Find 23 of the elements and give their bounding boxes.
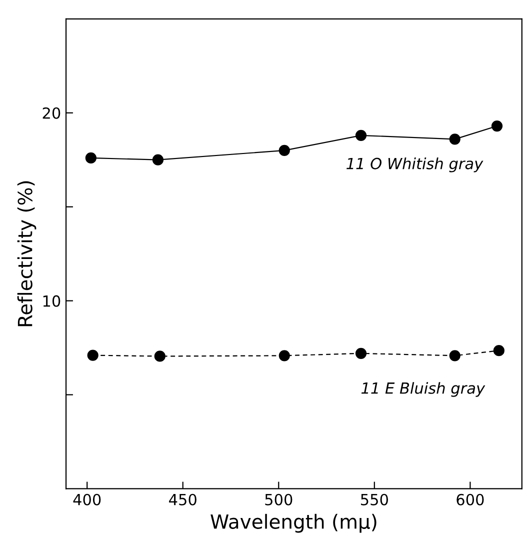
series-label: 11 O Whitish gray [346,158,484,172]
point [491,120,503,132]
x-axis-title: Wavelength (mμ) [210,514,376,533]
x-tick-label: 400 [73,494,101,506]
point [493,345,504,356]
y-tick-label: 20 [42,107,60,119]
point [278,144,290,156]
x-tick-label: 600 [456,494,484,506]
point [154,350,166,362]
point [449,134,460,145]
point [355,130,367,141]
series-label: 11 E Bluish gray [361,382,486,397]
point [152,154,164,166]
point [85,152,96,164]
y-axis-title: Reflectivity (%) [17,181,36,326]
point [355,348,367,359]
x-tick-label: 550 [361,494,388,506]
point [449,350,460,362]
x-tick-label: 500 [265,494,292,506]
point [278,350,290,362]
point [87,350,98,361]
x-tick-label: 450 [169,494,196,506]
y-tick-label: 10 [43,295,60,307]
